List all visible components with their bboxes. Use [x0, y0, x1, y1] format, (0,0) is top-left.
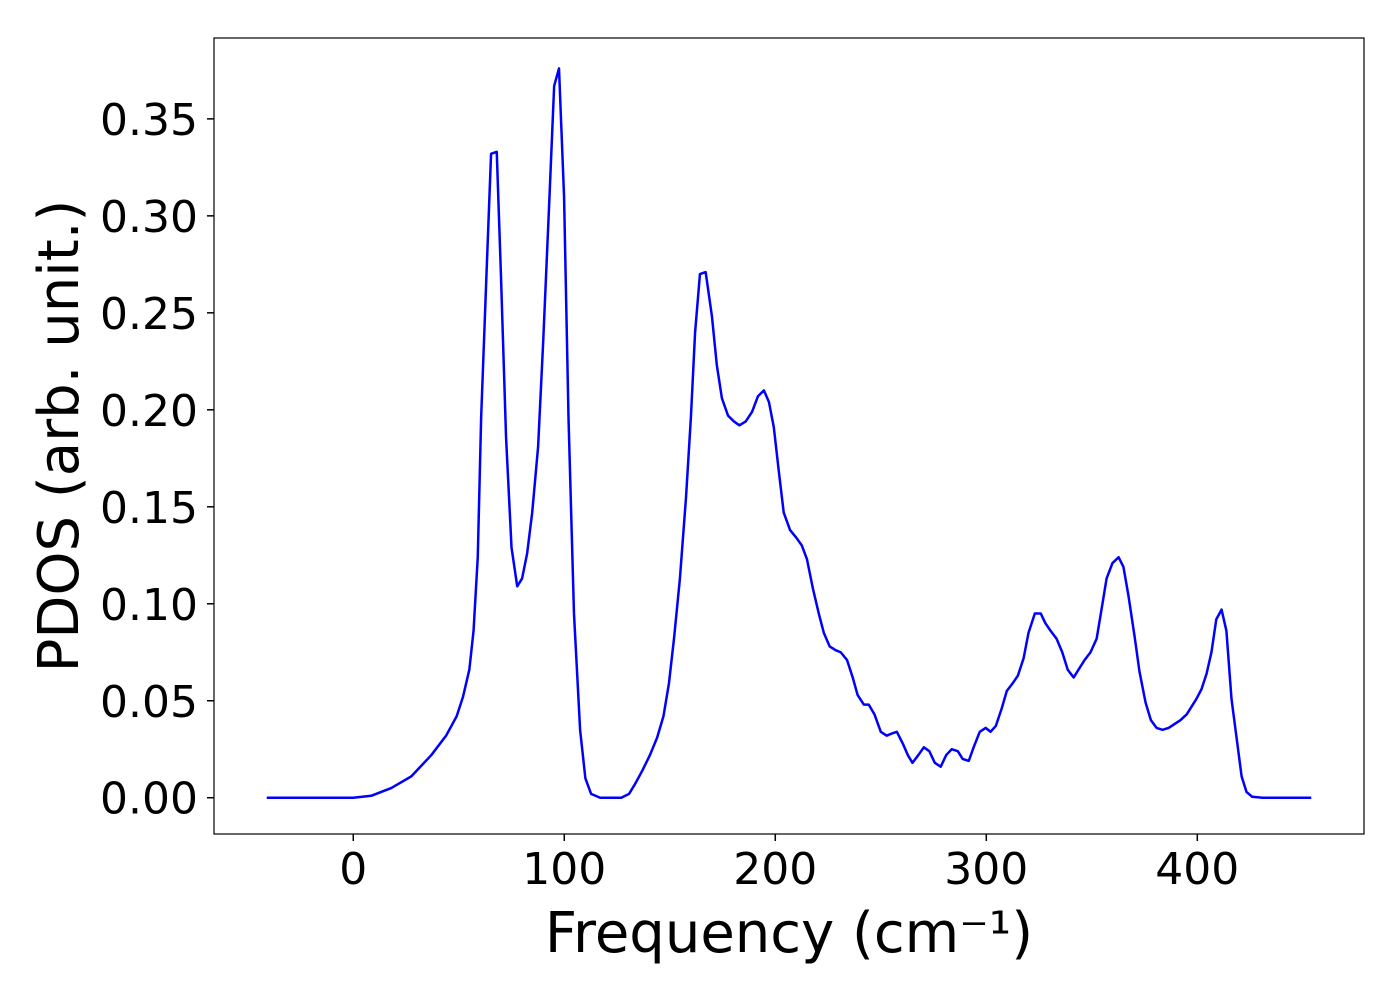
plot-frame	[213, 37, 1365, 835]
x-axis-label: Frequency (cm⁻¹)	[545, 901, 1033, 966]
x-tick-label: 100	[522, 844, 606, 895]
x-tick-label: 300	[944, 844, 1028, 895]
y-tick-label: 0.05	[100, 677, 198, 728]
y-tick-label: 0.00	[100, 774, 198, 825]
y-tick-label: 0.10	[100, 580, 198, 631]
x-tick-label: 400	[1155, 844, 1239, 895]
x-tick-label: 0	[339, 844, 367, 895]
x-tick-label: 200	[733, 844, 817, 895]
y-tick-label: 0.25	[100, 289, 198, 340]
y-axis-label: PDOS (arb. unit.)	[27, 200, 92, 673]
y-tick-label: 0.15	[100, 483, 198, 534]
data-line	[266, 67, 1312, 799]
y-tick-label: 0.35	[100, 95, 198, 146]
y-tick-label: 0.30	[100, 192, 198, 243]
y-tick-label: 0.20	[100, 386, 198, 437]
